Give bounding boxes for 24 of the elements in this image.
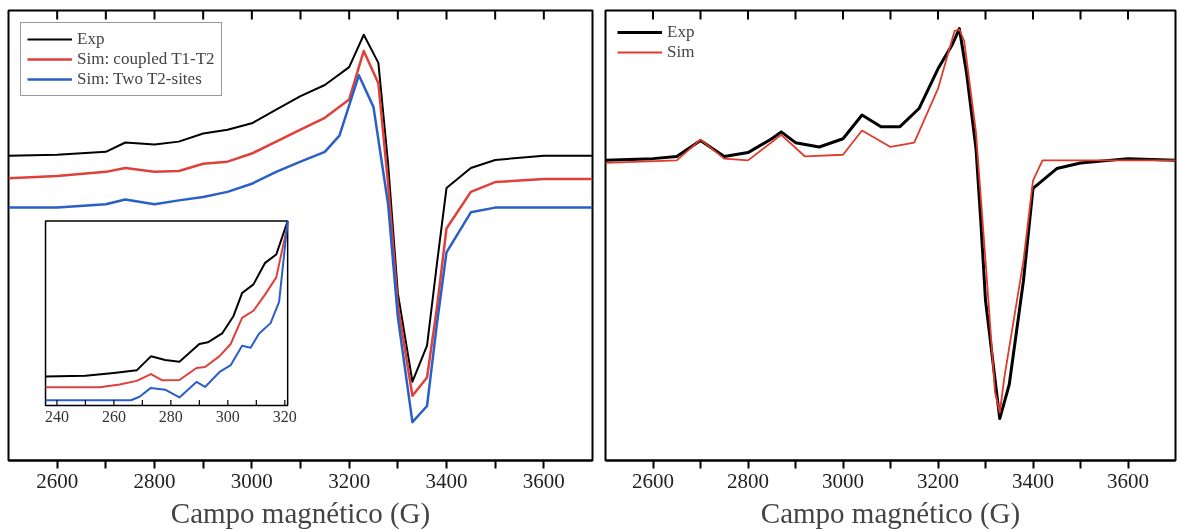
x-tick-label: 3600 <box>1107 468 1149 493</box>
x-tick-label: 3600 <box>522 468 565 493</box>
x-tick-label: 240 <box>44 407 69 425</box>
x-tick-label: 3000 <box>822 468 864 493</box>
legend-label: Sim: coupled T1-T2 <box>77 49 215 69</box>
x-tick-label: 3400 <box>425 468 468 493</box>
x-axis-title: Campo magnético (G) <box>170 496 431 530</box>
x-tick-label: 3000 <box>230 468 273 493</box>
x-tick-label: 2600 <box>36 468 79 493</box>
x-tick-label: 2800 <box>727 468 769 493</box>
x-tick-label: 3200 <box>328 468 371 493</box>
x-axis-title: Campo magnético (G) <box>760 496 1021 530</box>
x-tick-label: 2600 <box>632 468 674 493</box>
x-tick-label: 3400 <box>1012 468 1054 493</box>
legend-label: Exp <box>667 22 695 42</box>
x-tick-label: 320 <box>272 407 297 425</box>
x-tick-label: 3200 <box>917 468 959 493</box>
x-tick-label: 260 <box>101 407 126 425</box>
legend-label: Sim <box>667 42 695 62</box>
x-tick-label: 280 <box>158 407 183 425</box>
legend-label: Exp <box>77 29 105 49</box>
x-tick-label: 300 <box>215 407 240 425</box>
legend-label: Sim: Two T2-sites <box>77 69 202 89</box>
x-tick-label: 2800 <box>133 468 176 493</box>
